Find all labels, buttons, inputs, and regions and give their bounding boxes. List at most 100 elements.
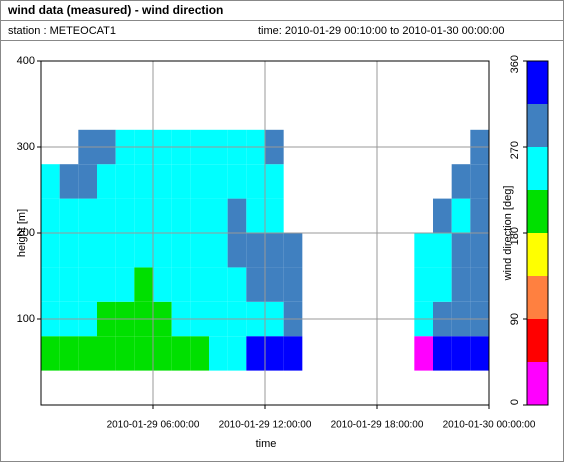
cell <box>265 233 284 268</box>
y-tick-label: 200 <box>17 227 35 239</box>
cell <box>171 233 191 268</box>
cell <box>59 198 79 233</box>
cell <box>97 336 116 371</box>
cell <box>78 233 97 268</box>
cell <box>190 336 209 371</box>
colorbar-swatch <box>527 276 548 319</box>
cell <box>265 267 284 302</box>
cell <box>433 267 452 302</box>
cell <box>209 267 228 302</box>
cell <box>115 164 135 199</box>
cell <box>209 233 228 268</box>
cell <box>134 164 153 199</box>
cell <box>134 198 153 233</box>
cell <box>283 233 303 268</box>
cell <box>41 336 60 371</box>
cell <box>171 164 191 199</box>
cell <box>451 336 471 371</box>
cell <box>470 267 489 302</box>
cell <box>227 198 247 233</box>
cell <box>265 336 284 371</box>
y-axis-label: height [m] <box>16 209 28 257</box>
cell <box>171 198 191 233</box>
chart-title: wind data (measured) - wind direction <box>7 3 223 17</box>
cell <box>265 164 284 199</box>
colorbar-tick-label: 180 <box>509 227 521 245</box>
cell <box>433 233 452 268</box>
cell <box>451 198 471 233</box>
cell <box>190 267 209 302</box>
x-tick-label: 2010-01-29 12:00:00 <box>219 420 312 431</box>
colorbar-swatch <box>527 104 548 147</box>
cell <box>190 164 209 199</box>
x-axis-label: time <box>256 438 277 450</box>
colorbar-swatch <box>527 319 548 362</box>
cell <box>470 164 489 199</box>
cell <box>227 164 247 199</box>
cell <box>153 267 172 302</box>
colorbar-tick-label: 270 <box>509 141 521 159</box>
cell <box>227 336 247 371</box>
cell <box>59 233 79 268</box>
cell <box>153 336 172 371</box>
cell <box>59 164 79 199</box>
cell <box>246 233 265 268</box>
x-tick-label: 2010-01-29 18:00:00 <box>331 420 424 431</box>
cell <box>171 267 191 302</box>
cell <box>115 233 135 268</box>
cell <box>134 267 153 302</box>
cell <box>115 267 135 302</box>
y-tick-label: 400 <box>17 55 35 67</box>
x-tick-label: 2010-01-29 06:00:00 <box>107 420 200 431</box>
cell <box>153 233 172 268</box>
colorbar-tick-label: 0 <box>509 399 521 405</box>
cell <box>134 336 153 371</box>
cell <box>171 336 191 371</box>
cell <box>246 267 265 302</box>
y-tick-label: 100 <box>17 313 35 325</box>
cell <box>246 164 265 199</box>
station: station : METEOCAT1 <box>8 25 116 37</box>
cell <box>78 198 97 233</box>
cell <box>414 336 433 371</box>
cell <box>41 267 60 302</box>
y-tick-label: 300 <box>17 141 35 153</box>
cell <box>41 198 60 233</box>
colorbar-swatch <box>527 61 548 104</box>
cell <box>209 198 228 233</box>
cell <box>41 164 60 199</box>
cell <box>190 198 209 233</box>
cell <box>246 336 265 371</box>
cell <box>451 233 471 268</box>
cell <box>209 336 228 371</box>
cell <box>470 198 489 233</box>
cell <box>246 198 265 233</box>
colorbar-swatch <box>527 190 548 233</box>
cell <box>115 336 135 371</box>
cell <box>451 267 471 302</box>
colorbar-swatch <box>527 362 548 405</box>
cell <box>227 233 247 268</box>
colorbar-label: wind direction [deg] <box>502 186 514 282</box>
cell <box>283 267 303 302</box>
colorbar-swatch <box>527 233 548 276</box>
period: time: 2010-01-29 00:10:00 to 2010-01-30 … <box>258 25 504 37</box>
cell <box>283 336 303 371</box>
cell <box>190 233 209 268</box>
cell <box>414 233 433 268</box>
cell <box>470 233 489 268</box>
cell <box>470 336 489 371</box>
cell <box>265 198 284 233</box>
cell <box>97 233 116 268</box>
cell <box>78 336 97 371</box>
colorbar-tick-label: 90 <box>509 313 521 325</box>
cell <box>97 267 116 302</box>
cell <box>451 164 471 199</box>
colorbar-tick-label: 360 <box>509 55 521 73</box>
cell <box>78 164 97 199</box>
cell <box>115 198 135 233</box>
cell <box>433 198 452 233</box>
x-tick-label: 2010-01-30 00:00:00 <box>443 420 536 431</box>
cell <box>97 164 116 199</box>
